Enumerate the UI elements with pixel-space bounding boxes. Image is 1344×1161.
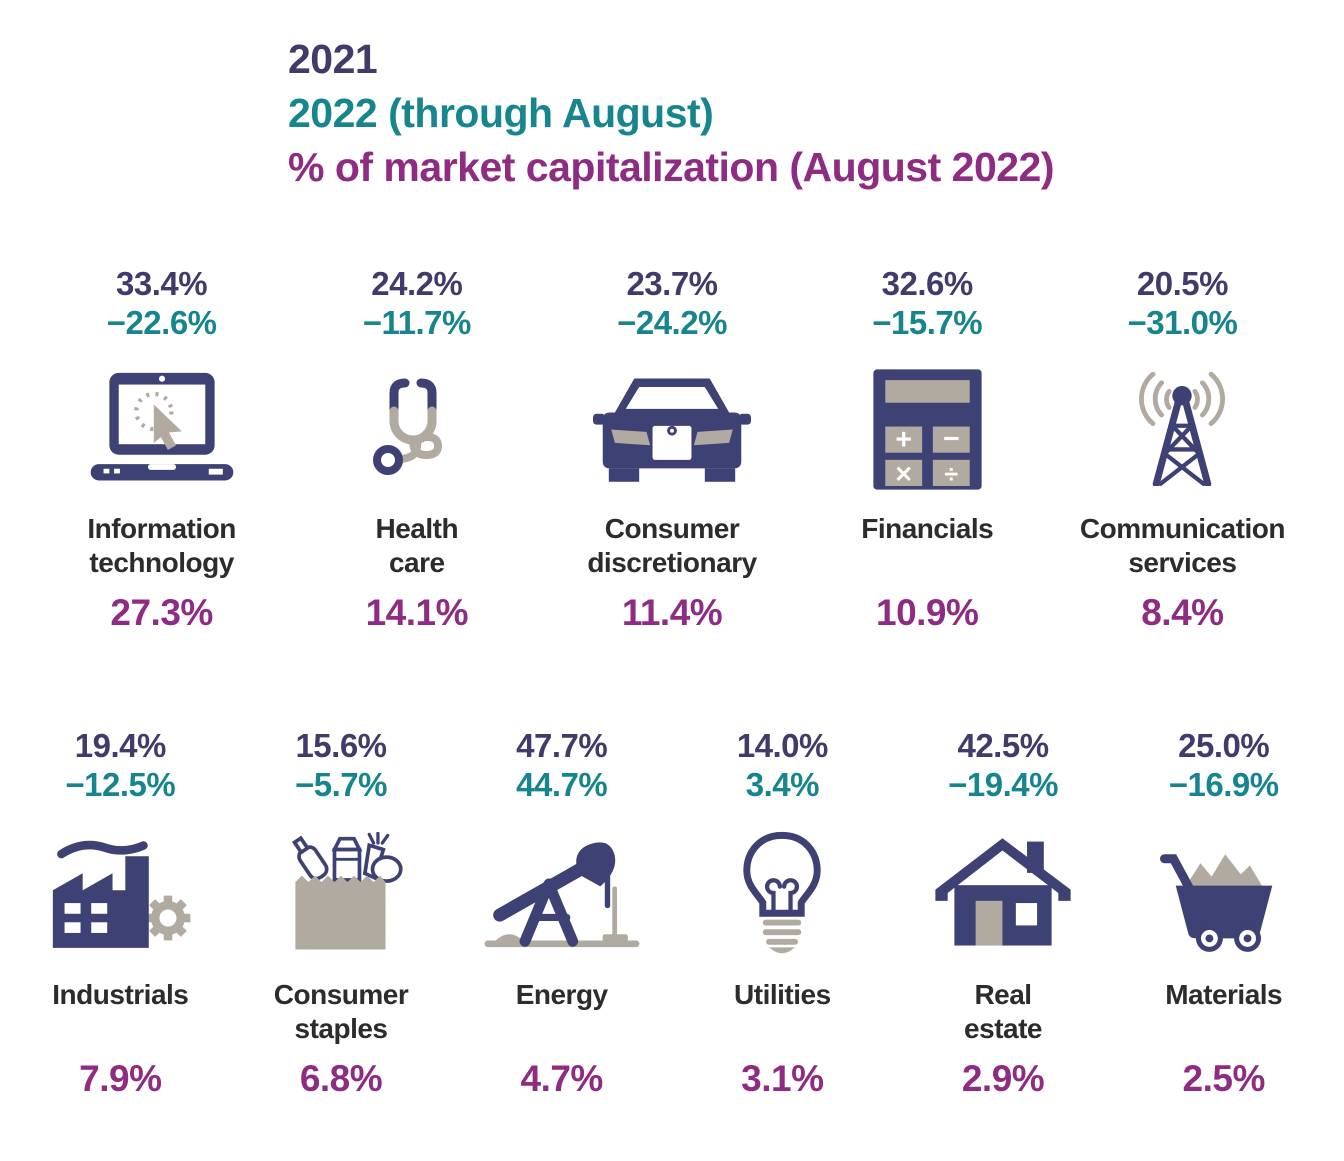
legend: 2021 2022 (through August) % of market c… bbox=[0, 0, 1344, 194]
car-icon bbox=[593, 350, 751, 508]
return-2021: 47.7% bbox=[516, 727, 608, 764]
sector-label: Financials bbox=[861, 513, 994, 544]
mine-cart-icon bbox=[1151, 812, 1297, 974]
sector-label: Consumer discretionary bbox=[587, 513, 757, 578]
sector-card-real-estate: 42.5% −19.4% Real estate 2.9% bbox=[893, 726, 1114, 1100]
svg-text:÷: ÷ bbox=[944, 460, 958, 488]
return-2021: 19.4% bbox=[74, 727, 167, 764]
sector-card-communication-services: 20.5% −31.0% Communication services bbox=[1055, 264, 1310, 634]
sector-card-energy: 47.7% 44.7% Energy 4.7% bbox=[451, 726, 672, 1100]
sector-card-industrials: 19.4% −12.5% bbox=[10, 726, 231, 1100]
legend-2021: 2021 bbox=[288, 36, 378, 82]
return-2021: 25.0% bbox=[1178, 727, 1270, 764]
sector-label: Industrials bbox=[52, 979, 189, 1010]
factory-icon bbox=[44, 812, 196, 974]
sector-card-financials: 32.6% −15.7% + − ✕ ÷ Financials 10. bbox=[800, 264, 1055, 634]
market-cap-value: 4.7% bbox=[520, 1058, 604, 1099]
return-2022: 3.4% bbox=[745, 766, 820, 803]
market-cap-value: 10.9% bbox=[876, 592, 979, 633]
sector-label: Consumer staples bbox=[273, 979, 409, 1044]
sector-row-1: 33.4% −22.6% Information technology bbox=[0, 264, 1344, 634]
market-cap-value: 8.4% bbox=[1141, 592, 1224, 633]
returns: 23.7% −24.2% bbox=[617, 264, 727, 342]
laptop-icon bbox=[86, 350, 238, 508]
sector-label: Communication services bbox=[1079, 513, 1286, 578]
returns: 47.7% 44.7% bbox=[516, 726, 608, 804]
legend-2022: 2022 (through August) bbox=[288, 90, 714, 136]
return-2022: −5.7% bbox=[295, 766, 388, 803]
return-2022: −24.2% bbox=[617, 304, 727, 341]
returns: 20.5% −31.0% bbox=[1127, 264, 1237, 342]
market-cap-value: 27.3% bbox=[110, 592, 213, 633]
sector-label: Materials bbox=[1165, 979, 1283, 1010]
oil-pump-icon bbox=[483, 812, 641, 974]
sector-card-utilities: 14.0% 3.4% Utilities 3.1% bbox=[672, 726, 893, 1100]
return-2021: 33.4% bbox=[116, 265, 208, 302]
market-cap-value: 3.1% bbox=[741, 1058, 824, 1099]
sector-card-consumer-discretionary: 23.7% −24.2% Consumer disc bbox=[544, 264, 799, 634]
return-2022: −31.0% bbox=[1127, 304, 1238, 341]
sector-card-information-technology: 33.4% −22.6% Information technology bbox=[34, 264, 289, 634]
sector-label: Information technology bbox=[87, 513, 236, 578]
return-2022: −16.9% bbox=[1168, 766, 1279, 803]
returns: 25.0% −16.9% bbox=[1169, 726, 1279, 804]
return-2022: −15.7% bbox=[872, 304, 983, 341]
radio-tower-icon bbox=[1112, 350, 1252, 508]
svg-text:✕: ✕ bbox=[894, 461, 913, 486]
legend-market-cap: % of market capitalization (August 2022) bbox=[288, 144, 1055, 190]
returns: 19.4% −12.5% bbox=[65, 726, 175, 804]
return-2021: 32.6% bbox=[881, 265, 974, 302]
returns: 14.0% 3.4% bbox=[736, 726, 829, 804]
returns: 33.4% −22.6% bbox=[107, 264, 217, 342]
market-cap-value: 7.9% bbox=[79, 1058, 162, 1099]
return-2022: −12.5% bbox=[65, 766, 176, 803]
sector-card-materials: 25.0% −16.9% Materials 2.5% bbox=[1113, 726, 1334, 1100]
light-bulb-icon bbox=[734, 812, 830, 974]
return-2021: 24.2% bbox=[371, 265, 463, 302]
market-cap-value: 14.1% bbox=[365, 592, 469, 633]
market-cap-value: 11.4% bbox=[621, 592, 723, 633]
return-2022: −22.6% bbox=[106, 304, 217, 341]
return-2022: 44.7% bbox=[516, 766, 608, 803]
return-2021: 14.0% bbox=[736, 727, 829, 764]
return-2021: 42.5% bbox=[957, 727, 1049, 764]
grocery-bag-icon bbox=[278, 812, 404, 974]
market-cap-value: 6.8% bbox=[299, 1058, 383, 1099]
svg-text:−: − bbox=[943, 422, 960, 454]
returns: 24.2% −11.7% bbox=[362, 264, 472, 342]
sector-label: Energy bbox=[515, 979, 608, 1010]
sector-label: Utilities bbox=[734, 979, 831, 1010]
sector-row-2: 19.4% −12.5% bbox=[0, 726, 1344, 1100]
sector-card-consumer-staples: 15.6% −5.7% Consumer s bbox=[231, 726, 452, 1100]
house-icon bbox=[933, 812, 1073, 974]
returns: 15.6% −5.7% bbox=[295, 726, 388, 804]
returns: 42.5% −19.4% bbox=[948, 726, 1058, 804]
market-cap-value: 2.5% bbox=[1182, 1058, 1266, 1099]
stethoscope-icon bbox=[367, 350, 467, 508]
returns: 32.6% −15.7% bbox=[872, 264, 982, 342]
return-2022: −19.4% bbox=[948, 766, 1058, 803]
sector-label: Real estate bbox=[964, 979, 1042, 1044]
return-2021: 15.6% bbox=[295, 727, 387, 764]
svg-text:+: + bbox=[895, 424, 912, 456]
return-2021: 20.5% bbox=[1136, 265, 1229, 302]
return-2021: 23.7% bbox=[626, 265, 718, 302]
sector-card-health-care: 24.2% −11.7% Health care 14.1% bbox=[289, 264, 544, 634]
sector-label: Health care bbox=[375, 513, 459, 578]
return-2022: −11.7% bbox=[362, 304, 472, 341]
calculator-icon: + − ✕ ÷ bbox=[871, 350, 984, 508]
market-cap-value: 2.9% bbox=[961, 1058, 1045, 1099]
